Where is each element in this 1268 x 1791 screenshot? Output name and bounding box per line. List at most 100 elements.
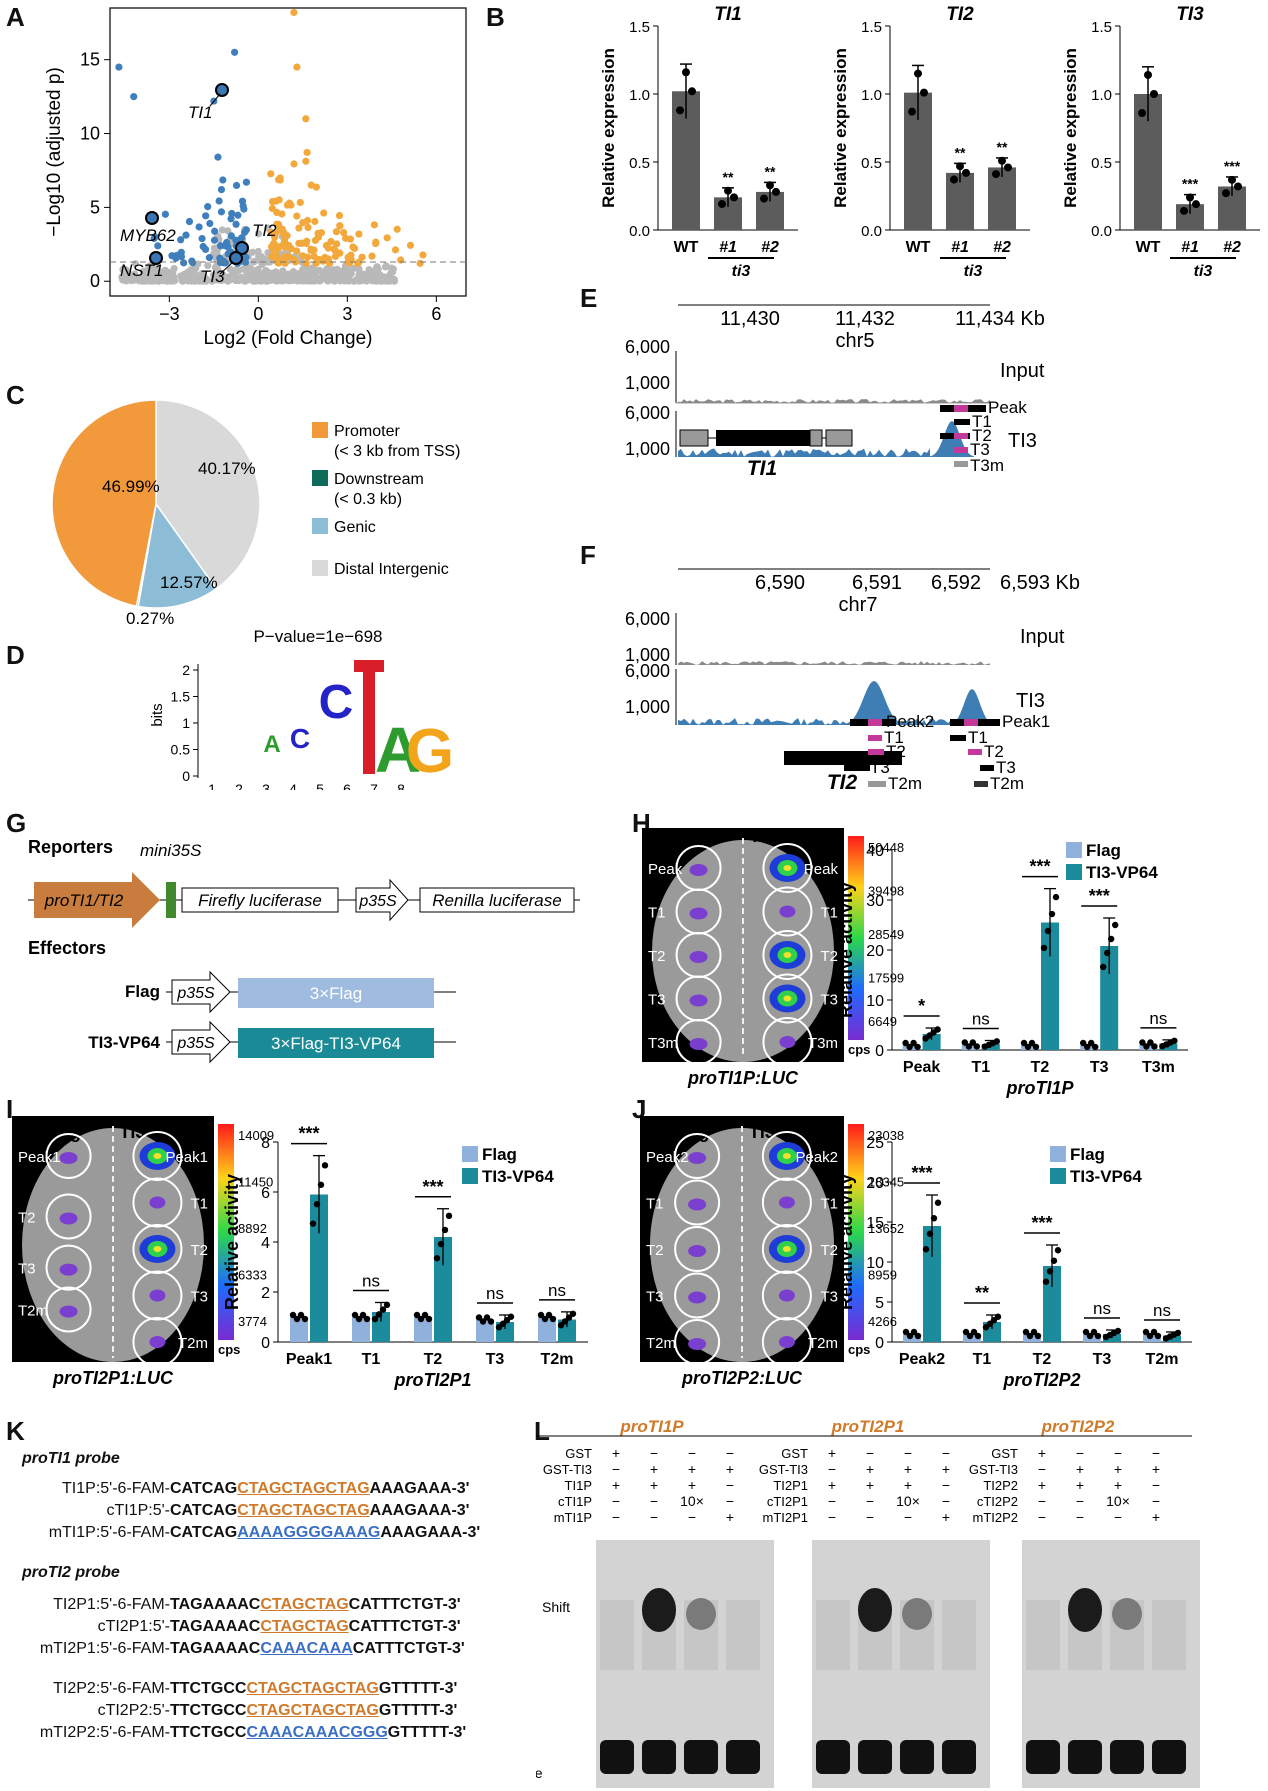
point-vp64	[379, 1306, 387, 1313]
qpcr-sig: ***	[1182, 176, 1199, 192]
point-flag	[902, 1328, 910, 1336]
gel-cell: −	[1114, 1445, 1122, 1461]
legend-swatch-vp64	[1066, 864, 1082, 880]
gel-cell: −	[866, 1509, 874, 1525]
point-flag	[549, 1315, 557, 1323]
point-ns	[143, 276, 151, 284]
probe-flank-5: TTCTGCC	[170, 1680, 247, 1697]
free-probe-band	[1152, 1740, 1186, 1774]
motif-position: 6	[343, 781, 351, 790]
point-vp64	[309, 1220, 317, 1227]
point-down	[195, 223, 203, 231]
chart-ytick-label: 10	[866, 1255, 884, 1272]
qpcr-sig: **	[723, 169, 734, 185]
point-up	[372, 238, 380, 246]
bar-vp64	[1100, 946, 1119, 1050]
infiltration-spot	[45, 1133, 92, 1179]
qpcr-xlabel: #2	[1223, 239, 1241, 256]
free-probe-band	[1068, 1740, 1102, 1774]
gel-cell: −	[726, 1445, 734, 1461]
point-down	[130, 93, 138, 101]
bar-vp64	[310, 1194, 328, 1342]
category-label: T2m	[541, 1351, 574, 1368]
qpcr-xlabel: #1	[719, 239, 737, 256]
point-ns	[218, 226, 226, 234]
qpcr-ytick-label: 0.0	[1091, 223, 1112, 240]
leaf-spot-label: Peak	[648, 861, 683, 878]
point-down	[206, 219, 214, 228]
point-ns	[355, 265, 363, 273]
scale-label: 14009	[238, 1128, 274, 1143]
pie-chart: 46.99% 40.17% 12.57% 0.27% Promoter (< 3…	[51, 399, 460, 628]
point-flag	[906, 1332, 914, 1340]
motif-letter-A: A	[263, 731, 280, 758]
leaf-spot-label: T2	[820, 1242, 838, 1259]
point-vp64	[993, 1038, 1000, 1045]
gel-cell: +	[1076, 1461, 1084, 1477]
point-ns	[376, 273, 384, 281]
lane-smear	[1152, 1600, 1186, 1670]
shift-band-strong	[1068, 1588, 1102, 1632]
probe-name: TI2P1:5'-6-FAM-	[53, 1596, 170, 1613]
category-label: T3m	[1142, 1059, 1175, 1076]
chart-ytick-label: 10	[866, 993, 884, 1010]
gene-label-ti1: TI1	[188, 103, 213, 122]
motif-logo: P−value=1e−698 bits 00.511.521 2 3 4 5 6 7 8 C …	[149, 627, 454, 790]
gel-cell: −	[828, 1493, 836, 1509]
point-up	[268, 197, 277, 206]
point-up	[295, 224, 303, 232]
qpcr-point	[992, 170, 1000, 179]
infiltration-spot	[761, 1131, 812, 1181]
motif-position: 2	[235, 781, 243, 790]
legend-flag: Flag	[1086, 841, 1121, 860]
qpcr-point	[950, 175, 958, 184]
luc-signal	[778, 1196, 795, 1209]
luc-signal	[689, 907, 708, 920]
probe-flank-3: GTTTTT-3'	[378, 1702, 458, 1719]
point-flag	[359, 1311, 367, 1319]
point-up	[278, 210, 286, 218]
point-flag	[910, 1039, 917, 1047]
qpcr-point	[1004, 163, 1012, 172]
probe-f-l-t2: T2	[886, 742, 906, 761]
qpcr-sig: **	[765, 163, 776, 179]
point-flag	[421, 1311, 429, 1319]
point-vp64	[383, 1301, 391, 1309]
motif-ytick-label: 2	[182, 662, 190, 678]
point-flag	[297, 1311, 305, 1319]
point-up	[275, 196, 283, 204]
renilla-box	[419, 887, 575, 913]
gel-cell: −	[942, 1445, 950, 1461]
point-vp64	[445, 1212, 453, 1220]
point-ns	[126, 273, 134, 282]
qpcr-point	[766, 181, 774, 190]
chart-ytick-label: 40	[866, 843, 884, 860]
point-flag	[1146, 1332, 1154, 1340]
probe-flank-3: AAAGAAA-3'	[369, 1502, 470, 1519]
leaf-spot-label: T1	[820, 905, 838, 922]
point-up	[315, 255, 324, 264]
point-up	[303, 148, 311, 157]
category-label: Peak1	[286, 1351, 332, 1368]
scale-label: 8959	[868, 1268, 897, 1283]
chart-ytick-label: 30	[866, 893, 884, 910]
y-tick-label: 10	[80, 124, 100, 144]
motif-letter-G: G	[406, 717, 454, 786]
point-flag	[914, 1332, 922, 1340]
qpcr-charts: TI1 0.0 0.5 1.0 1.5 Relative expression WT ** #1…	[599, 4, 1260, 280]
legend-swatch-vp64	[462, 1168, 478, 1184]
point-flag	[1022, 1328, 1030, 1336]
point-ns	[163, 275, 171, 283]
activity-chart: 0 10 20 30 40 Relative activity * Peak ns T1 *** T2…	[836, 841, 1188, 1098]
point-down	[202, 212, 210, 220]
qpcr-point	[772, 187, 780, 196]
infiltration-spot	[132, 1317, 183, 1367]
luc-signal	[59, 1152, 78, 1164]
luc-signal-peak	[783, 952, 792, 958]
point-flag	[1086, 1332, 1094, 1340]
category-label: T1	[362, 1351, 381, 1368]
qpcr-group-label: ti3	[1194, 263, 1213, 280]
category-label: T3	[1093, 1351, 1112, 1368]
infiltration-spot	[761, 1177, 812, 1228]
legend-promoter-sub: (< 3 kb from TSS)	[334, 443, 460, 460]
